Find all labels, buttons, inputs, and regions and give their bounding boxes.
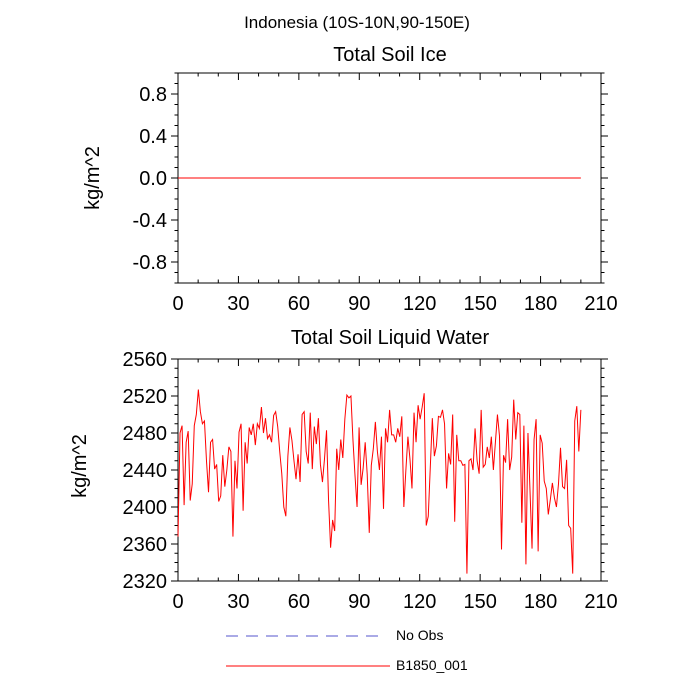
x-tick-label: 120	[403, 293, 436, 315]
y-tick-label: 2400	[123, 497, 168, 519]
y-tick-label: 2440	[123, 460, 168, 482]
x-tick-label: 0	[172, 591, 183, 613]
y-tick-label: 0.8	[139, 84, 167, 106]
x-tick-label: 60	[288, 293, 310, 315]
panel-title: Total Soil Liquid Water	[291, 327, 490, 349]
x-tick-label: 180	[524, 293, 557, 315]
x-tick-label: 150	[463, 293, 496, 315]
y-tick-label: 2480	[123, 423, 168, 445]
y-tick-label: -0.8	[133, 252, 167, 274]
y-tick-label: 0.0	[139, 168, 167, 190]
y-tick-label: 2520	[123, 386, 168, 408]
x-tick-label: 90	[348, 591, 370, 613]
x-tick-label: 210	[584, 591, 617, 613]
y-tick-label: 2320	[123, 571, 168, 593]
total-soil-liquid-water-panel: Total Soil Liquid Water kg/m^2 0 30 60 90 12…	[69, 327, 618, 613]
x-tick-label: 210	[584, 293, 617, 315]
y-tick-label: 2560	[123, 349, 168, 371]
y-tick-label: 0.4	[139, 126, 167, 148]
legend-label-no-obs: No Obs	[396, 627, 443, 643]
x-tick-label: 60	[288, 591, 310, 613]
x-tick-label: 90	[348, 293, 370, 315]
x-tick-label: 120	[403, 591, 436, 613]
plot-frame	[177, 358, 602, 582]
x-tick-label: 150	[463, 591, 496, 613]
legend-label-b1850: B1850_001	[396, 657, 468, 673]
x-tick-label: 30	[227, 293, 249, 315]
x-tick-label: 0	[172, 293, 183, 315]
legend: No Obs B1850_001	[226, 627, 468, 673]
y-tick-label: -0.4	[133, 210, 167, 232]
y-tick-label: 2360	[123, 534, 168, 556]
x-tick-label: 180	[524, 591, 557, 613]
series-line-b1850-001	[177, 389, 582, 574]
total-soil-ice-panel: Total Soil Ice kg/m^2 0 30 60 90 120 150 180 21…	[82, 44, 618, 315]
panel-title: Total Soil Ice	[333, 44, 446, 66]
y-axis-label: kg/m^2	[69, 434, 91, 498]
figure-title: Indonesia (10S-10N,90-150E)	[244, 13, 470, 32]
x-tick-label: 30	[227, 591, 249, 613]
y-axis-label: kg/m^2	[82, 146, 104, 210]
